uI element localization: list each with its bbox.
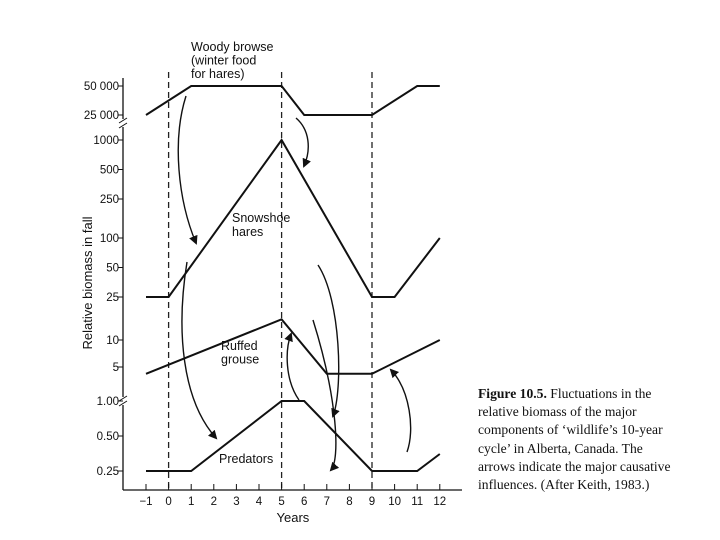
series-label-predators: Predators (219, 452, 273, 466)
x-tick-label: −1 (139, 496, 152, 508)
y-axis-title: Relative biomass in fall (80, 216, 95, 349)
causal-arrow-4 (317, 264, 340, 418)
series-line-predators (146, 400, 441, 472)
x-tick-label: 1 (188, 496, 194, 508)
y-tick-label: 10 (106, 335, 119, 347)
y-tick-label: 1000 (93, 135, 119, 147)
y-tick-label: 5 (113, 362, 119, 374)
y-tick-label: 25 (106, 292, 119, 304)
series-label-woody-browse: (winter food (191, 54, 256, 68)
y-tick-label: 0.50 (97, 431, 119, 443)
y-tick-label: 50 (106, 262, 119, 274)
y-tick-label: 0.25 (97, 466, 119, 478)
axis-break-mark-1a (118, 117, 128, 124)
x-tick-label: 5 (278, 496, 284, 508)
series-line-ruffed-grouse (145, 318, 441, 375)
series-label-ruffed-grouse: Ruffed (221, 339, 258, 353)
y-tick-label: 25 000 (84, 110, 119, 122)
causal-arrow-6 (284, 332, 300, 401)
series-label-snowshoe-hares: hares (232, 225, 263, 239)
series-label-ruffed-grouse: grouse (221, 353, 259, 367)
x-tick-label: 10 (388, 496, 401, 508)
axis-break-mark-2b (118, 400, 128, 407)
causal-arrow-7 (389, 368, 412, 453)
axis-break-mark-1b (118, 122, 128, 129)
series-label-woody-browse: for hares) (191, 67, 245, 81)
x-tick-label: 12 (433, 496, 446, 508)
x-tick-label: 4 (256, 496, 263, 508)
x-tick-label: 0 (165, 496, 171, 508)
x-tick-label: 3 (233, 496, 239, 508)
series-line-woody-browse (145, 85, 440, 116)
causal-arrow-3 (181, 261, 218, 440)
series-line-snowshoe-hares (146, 138, 441, 298)
causal-arrow-5 (312, 319, 340, 472)
y-tick-label: 250 (100, 194, 119, 206)
x-axis-title: Years (277, 510, 310, 525)
axis-break-gap-1 (119, 119, 127, 127)
x-tick-label: 9 (369, 496, 375, 508)
axis-break-mark-2a (118, 395, 128, 402)
y-tick-label: 1.00 (97, 396, 119, 408)
series-label-snowshoe-hares: Snowshoe (232, 211, 290, 225)
y-tick-label: 100 (100, 233, 119, 245)
causal-arrow-1 (177, 95, 198, 245)
x-tick-label: 7 (324, 496, 330, 508)
caption-text: Fluctuations in the relative biomass of … (478, 386, 671, 493)
figure-label: Figure 10.5. (478, 386, 547, 401)
series-label-woody-browse: Woody browse (191, 40, 273, 54)
y-tick-label: 50 000 (84, 81, 119, 93)
x-tick-label: 6 (301, 496, 307, 508)
x-tick-label: 11 (411, 496, 423, 508)
x-tick-label: 8 (346, 496, 352, 508)
x-tick-label: 2 (211, 496, 217, 508)
y-tick-label: 500 (100, 165, 119, 177)
figure-caption: Figure 10.5. Fluctuations in the relativ… (478, 385, 678, 494)
causal-arrow-2 (295, 117, 311, 168)
